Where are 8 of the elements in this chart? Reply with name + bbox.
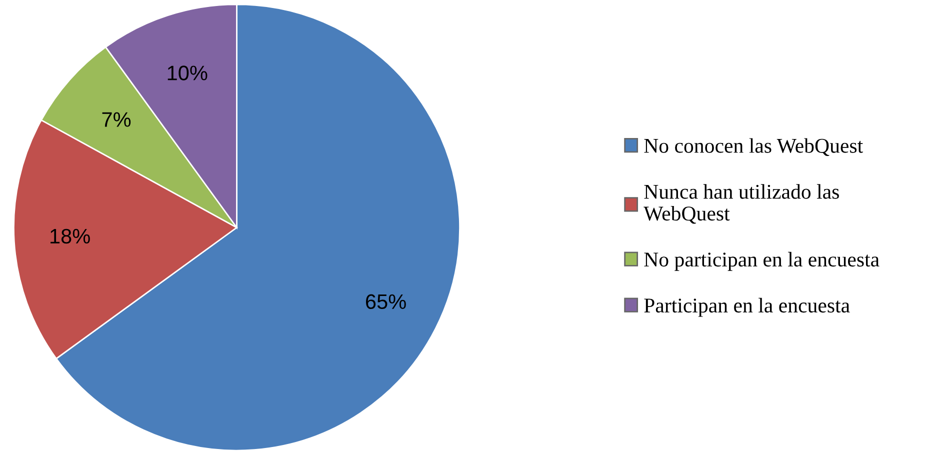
data-label: 7%	[102, 112, 131, 127]
legend-label: Nunca han utilizado las WebQuest	[644, 184, 839, 224]
data-label: 18%	[50, 228, 90, 244]
data-label: 10%	[168, 66, 208, 80]
legend-label: Participan en la encuesta	[644, 298, 850, 317]
legend-label: No participan en la encuesta	[644, 252, 880, 271]
data-label: 65%	[366, 294, 406, 310]
legend-label: No conocen las WebQuest	[644, 138, 863, 156]
